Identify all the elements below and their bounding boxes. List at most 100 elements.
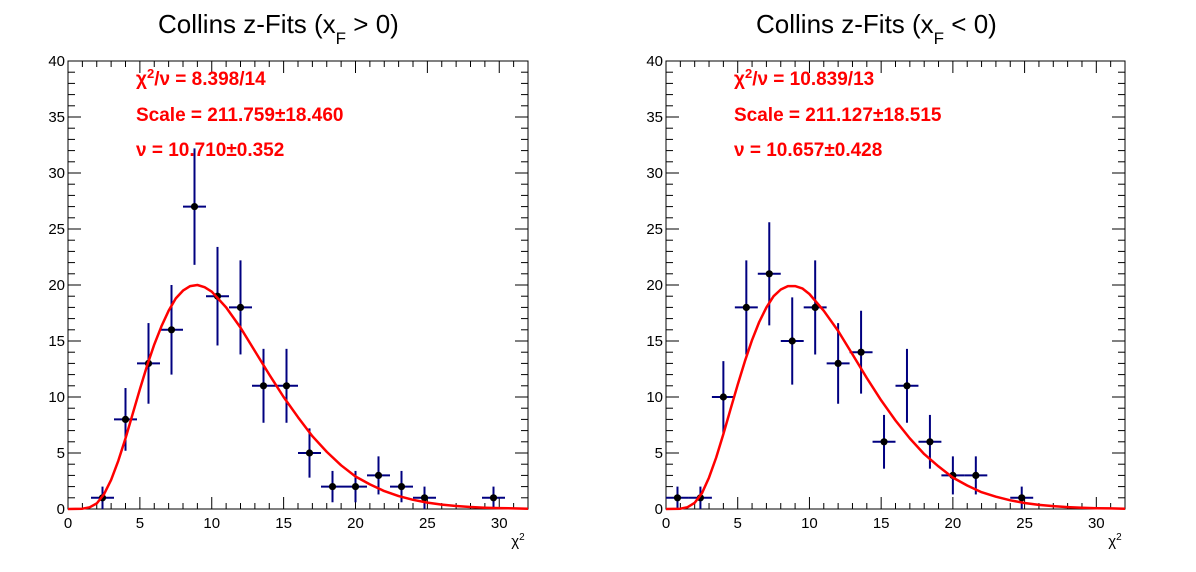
fit-stat-sup: 2 — [147, 66, 154, 81]
right-panel: Collins z-Fits (xF < 0) 0 5 10 15 20 25 30 0 5 10 1… — [646, 9, 1126, 550]
y-tick-label: 15 — [646, 333, 663, 350]
fit-stat-text: χ — [734, 69, 745, 90]
fit-stat-text: χ — [136, 69, 147, 90]
data-point — [321, 470, 344, 503]
x-tick-label: 20 — [945, 515, 962, 532]
data-marker — [351, 483, 360, 491]
data-marker — [282, 382, 291, 390]
fit-stat-text: /ν = 8.398/14 — [154, 69, 266, 90]
data-marker — [397, 483, 406, 491]
fit-stat: χ2/ν = 10.839/13 — [734, 66, 874, 90]
chart-title: Collins z-Fits (xF > 0) — [158, 9, 399, 48]
x-tick-label: 10 — [203, 515, 220, 532]
data-point — [711, 361, 735, 433]
x-tick-label: 0 — [64, 515, 72, 532]
data-point — [482, 486, 505, 509]
data-point — [872, 414, 896, 469]
data-point — [252, 348, 275, 423]
data-point — [895, 348, 919, 423]
data-point — [803, 260, 827, 355]
data-marker — [1018, 494, 1026, 502]
data-point — [964, 456, 988, 495]
data-point — [275, 348, 298, 423]
y-tick-label: 30 — [646, 165, 663, 182]
y-tick-label: 0 — [57, 501, 65, 518]
data-marker — [167, 326, 176, 334]
data-point — [183, 148, 206, 265]
x-axis-label-sup: 2 — [519, 532, 525, 543]
data-marker — [420, 494, 429, 502]
title-rest: < 0) — [944, 9, 997, 39]
data-point — [298, 428, 321, 478]
x-tick-label: 25 — [419, 515, 436, 532]
fit-stat: ν = 10.710±0.352 — [136, 140, 284, 161]
data-marker — [788, 337, 796, 345]
data-marker — [719, 393, 727, 401]
fit-stat: Scale = 211.127±18.515 — [734, 105, 942, 126]
title-main: Collins z-Fits (x — [756, 9, 934, 39]
data-point — [941, 456, 965, 495]
x-axis-label: χ2 — [1108, 532, 1122, 550]
data-marker — [673, 494, 682, 502]
x-tick-label: 30 — [1088, 515, 1105, 532]
data-point — [826, 323, 850, 404]
fit-stat-text: ν = 10.710±0.352 — [136, 140, 284, 161]
x-tick-label: 30 — [491, 515, 508, 532]
title-subscript: F — [934, 29, 944, 48]
title-subscript: F — [336, 29, 346, 48]
fit-stat-text: Scale = 211.759±18.460 — [136, 105, 343, 126]
x-tick-label: 15 — [275, 515, 292, 532]
data-marker — [880, 438, 888, 446]
y-tick-label: 20 — [646, 277, 663, 294]
data-marker — [903, 382, 911, 390]
data-point — [666, 486, 689, 509]
y-tick-label: 5 — [57, 445, 65, 462]
data-point — [1010, 486, 1034, 509]
y-tick-label: 20 — [48, 277, 65, 294]
data-marker — [742, 303, 750, 311]
data-marker — [190, 203, 199, 211]
y-tick-label: 10 — [646, 389, 663, 406]
fit-stat-text: /ν = 10.839/13 — [752, 69, 874, 90]
y-tick-label: 15 — [48, 333, 65, 350]
data-marker — [834, 359, 842, 367]
data-marker — [811, 303, 819, 311]
data-marker — [374, 471, 383, 479]
y-tick-label: 40 — [646, 53, 663, 70]
x-tick-label: 0 — [662, 515, 670, 532]
data-marker — [765, 270, 773, 278]
y-tick-label: 25 — [646, 221, 663, 238]
data-point — [734, 260, 758, 355]
title-rest: > 0) — [346, 9, 399, 39]
fit-stat-text: ν = 10.657±0.428 — [734, 140, 882, 161]
y-tick-label: 25 — [48, 221, 65, 238]
data-marker — [926, 438, 934, 446]
x-tick-label: 5 — [734, 515, 742, 532]
fit-curve — [665, 284, 1126, 511]
data-point — [780, 297, 804, 385]
x-tick-label: 25 — [1016, 515, 1033, 532]
fit-stat: Scale = 211.759±18.460 — [136, 105, 343, 126]
data-marker — [305, 449, 314, 457]
data-point — [413, 486, 436, 509]
data-point — [229, 260, 252, 355]
chart-title: Collins z-Fits (xF < 0) — [756, 9, 997, 48]
data-marker — [328, 483, 337, 491]
data-marker — [236, 303, 245, 311]
data-marker — [259, 382, 268, 390]
x-tick-label: 15 — [873, 515, 890, 532]
x-axis-label-sup: 2 — [1116, 532, 1122, 543]
y-tick-label: 40 — [48, 53, 65, 70]
x-tick-label: 5 — [136, 515, 144, 532]
fit-stat: χ2/ν = 8.398/14 — [136, 66, 266, 90]
y-tick-label: 10 — [48, 389, 65, 406]
data-point — [757, 222, 781, 326]
data-marker — [121, 415, 130, 423]
data-marker — [489, 494, 498, 502]
y-tick-label: 5 — [655, 445, 663, 462]
y-tick-label: 35 — [646, 109, 663, 126]
y-tick-label: 0 — [655, 501, 663, 518]
x-axis-label-base: χ — [1108, 533, 1116, 550]
title-main: Collins z-Fits (x — [158, 9, 336, 39]
